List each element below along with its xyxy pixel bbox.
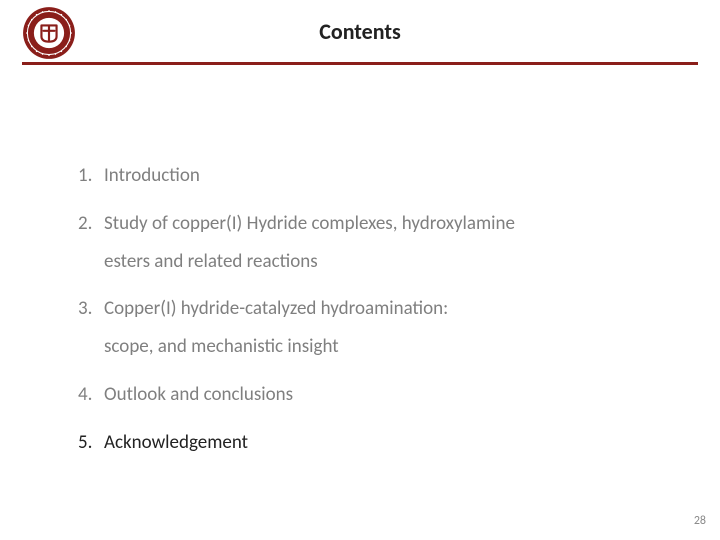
item-number: 3. — [78, 297, 104, 321]
item-text: Copper(I) hydride-catalyzed hydroaminati… — [104, 297, 448, 321]
header-rule — [22, 62, 698, 65]
slide: Contents 1. Introduction 2. Study of cop… — [0, 0, 720, 540]
item-number: 2. — [78, 212, 104, 236]
list-item: 5. Acknowledgement — [78, 431, 660, 455]
item-number: 5. — [78, 431, 104, 455]
item-text: Introduction — [104, 164, 200, 188]
slide-title: Contents — [0, 18, 720, 45]
contents-list: 1. Introduction 2. Study of copper(I) Hy… — [78, 164, 660, 478]
item-number: 4. — [78, 383, 104, 407]
item-text-cont: scope, and mechanistic insight — [104, 335, 660, 359]
list-item: 2. Study of copper(I) Hydride complexes,… — [78, 212, 660, 274]
slide-header: Contents — [0, 0, 720, 70]
item-text: Outlook and conclusions — [104, 383, 293, 407]
item-number: 1. — [78, 164, 104, 188]
list-item: 4. Outlook and conclusions — [78, 383, 660, 407]
page-number: 28 — [694, 514, 706, 528]
list-item: 3. Copper(I) hydride-catalyzed hydroamin… — [78, 297, 660, 359]
item-text: Acknowledgement — [104, 431, 248, 455]
item-text-cont: esters and related reactions — [104, 250, 660, 274]
list-item: 1. Introduction — [78, 164, 660, 188]
item-text: Study of copper(I) Hydride complexes, hy… — [104, 212, 515, 236]
